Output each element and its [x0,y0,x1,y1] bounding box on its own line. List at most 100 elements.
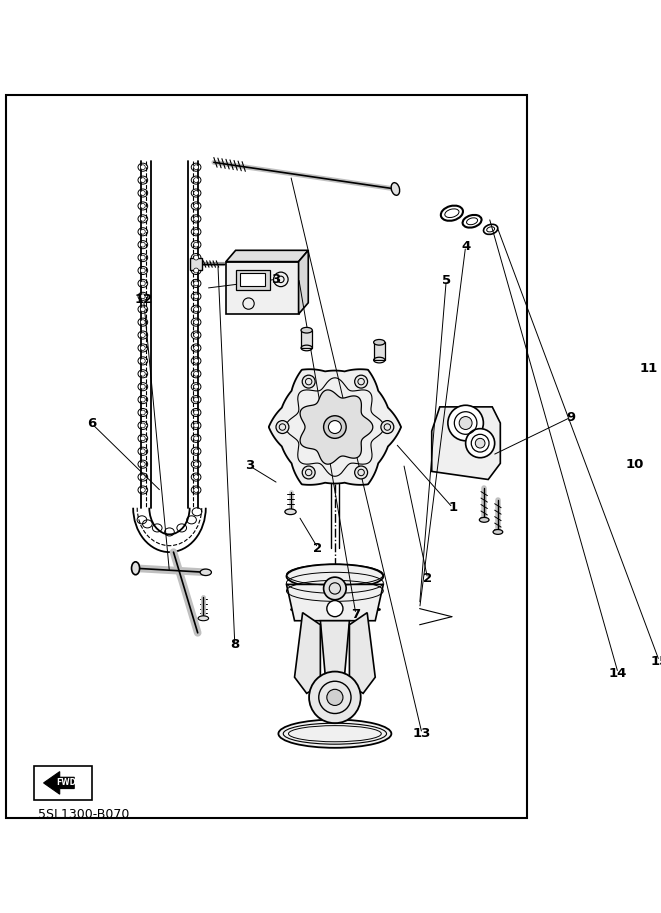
Circle shape [140,384,145,389]
Circle shape [327,601,343,616]
Circle shape [140,397,145,402]
Text: 3: 3 [245,459,254,472]
Circle shape [194,255,198,260]
Polygon shape [432,407,500,479]
Bar [301,331,312,348]
Circle shape [140,216,145,221]
Ellipse shape [493,530,503,534]
Circle shape [140,345,145,351]
Ellipse shape [198,616,209,621]
Circle shape [324,577,346,600]
Circle shape [194,242,198,247]
Polygon shape [321,621,350,693]
Circle shape [140,294,145,299]
Text: 1: 1 [448,501,457,514]
Polygon shape [269,369,401,485]
Text: 14: 14 [609,666,627,679]
Bar [373,342,385,360]
Circle shape [194,229,198,234]
Circle shape [355,375,368,388]
Circle shape [140,462,145,467]
Ellipse shape [479,518,489,522]
Text: 3: 3 [272,273,281,286]
Circle shape [140,436,145,441]
Circle shape [140,488,145,492]
Ellipse shape [132,561,139,574]
Circle shape [140,332,145,338]
Text: FWD: FWD [56,779,76,787]
Circle shape [140,475,145,479]
Circle shape [140,449,145,454]
Text: 9: 9 [566,411,575,424]
Circle shape [309,672,361,723]
Text: 2: 2 [423,572,432,585]
Polygon shape [350,613,375,693]
Polygon shape [241,273,264,286]
Circle shape [194,423,198,428]
Circle shape [302,466,315,479]
Polygon shape [226,250,308,262]
Text: 8: 8 [230,638,239,652]
Ellipse shape [391,183,400,195]
Circle shape [140,204,145,208]
Polygon shape [44,771,74,794]
Circle shape [194,332,198,338]
Text: 5: 5 [442,274,451,287]
Circle shape [327,689,343,706]
Circle shape [194,164,198,170]
Text: 2: 2 [313,541,323,554]
Circle shape [194,384,198,389]
Circle shape [381,421,394,434]
Circle shape [194,475,198,479]
Circle shape [475,438,485,448]
Bar [34,766,92,800]
Circle shape [324,415,346,438]
Circle shape [302,375,315,388]
Circle shape [194,204,198,208]
Circle shape [194,216,198,221]
Text: 5SL1300-B070: 5SL1300-B070 [38,808,130,821]
Polygon shape [190,257,202,270]
Text: 12: 12 [135,293,153,306]
Circle shape [194,359,198,363]
Polygon shape [295,613,321,693]
Circle shape [140,307,145,311]
Polygon shape [300,390,373,464]
Circle shape [140,372,145,376]
Circle shape [140,255,145,260]
Circle shape [140,178,145,183]
Text: 10: 10 [625,458,643,471]
Circle shape [459,416,472,429]
Text: 7: 7 [351,608,360,621]
Circle shape [140,410,145,415]
Circle shape [194,178,198,183]
Circle shape [194,191,198,195]
Circle shape [194,372,198,376]
Circle shape [140,320,145,324]
Circle shape [140,229,145,234]
Ellipse shape [285,509,296,515]
Text: 13: 13 [413,727,431,740]
Circle shape [194,294,198,299]
Circle shape [355,466,368,479]
Polygon shape [299,250,308,314]
Polygon shape [286,584,383,621]
Polygon shape [235,269,270,289]
Ellipse shape [286,564,383,589]
Circle shape [194,410,198,415]
Circle shape [140,242,145,247]
Circle shape [140,191,145,195]
Ellipse shape [301,328,312,333]
Circle shape [140,164,145,170]
Circle shape [194,449,198,454]
Text: 15: 15 [650,655,661,667]
Circle shape [140,268,145,273]
Text: 11: 11 [640,362,658,375]
Circle shape [140,281,145,286]
Circle shape [140,359,145,363]
Circle shape [194,268,198,273]
Circle shape [276,421,289,434]
Circle shape [194,462,198,467]
Circle shape [194,320,198,324]
Text: 4: 4 [461,240,470,253]
